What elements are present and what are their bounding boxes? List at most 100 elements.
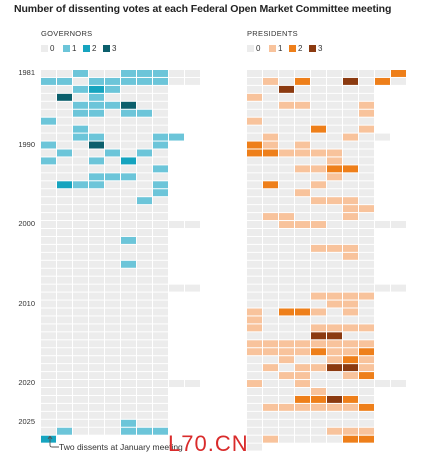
governors-cell-2008-1 (41, 284, 56, 292)
presidents-cell-1997-1 (247, 197, 262, 205)
governors-cell-2011-8 (153, 308, 168, 316)
presidents-cell-2022-2 (263, 395, 278, 403)
governors-cell-2002-7 (137, 236, 152, 244)
presidents-cell-1985-3 (279, 101, 294, 109)
presidents-cell-2025-5 (311, 419, 326, 427)
governors-cell-2007-1 (41, 276, 56, 284)
presidents-cell-2019-5 (311, 372, 326, 380)
governors-cell-2019-5 (105, 372, 120, 380)
presidents-cell-2004-4 (295, 252, 310, 260)
presidents-cell-2024-5 (311, 411, 326, 419)
governors-cell-1992-7 (137, 157, 152, 165)
governors-cell-2011-6 (121, 308, 136, 316)
governors-cell-2021-6 (121, 388, 136, 395)
governors-cell-2017-5 (105, 356, 120, 364)
governors-cell-1999-5 (105, 213, 120, 221)
governors-cell-1986-4 (89, 109, 104, 117)
presidents-cell-2006-5 (311, 268, 326, 276)
governors-cell-2011-7 (137, 308, 152, 316)
governors-cell-2025-3 (73, 419, 88, 427)
governors-cell-2024-7 (137, 411, 152, 419)
governors-cell-1988-6 (121, 125, 136, 133)
governors-cell-2020-7 (137, 380, 152, 387)
presidents-cell-1995-7 (343, 181, 358, 189)
governors-cell-2002-8 (153, 236, 168, 244)
governors-cell-1995-4 (89, 181, 104, 189)
governors-cell-1987-3 (73, 117, 88, 125)
governors-cell-2004-4 (89, 252, 104, 260)
governors-cell-2019-4 (89, 372, 104, 380)
presidents-cell-1986-3 (279, 109, 294, 117)
governors-cell-2003-1 (41, 244, 56, 252)
governors-cell-1996-5 (105, 189, 120, 197)
presidents-cell-1987-5 (311, 117, 326, 125)
presidents-cell-2008-3 (279, 284, 294, 292)
governors-cell-2006-3 (73, 268, 88, 276)
presidents-cell-2008-8 (359, 284, 374, 292)
governors-cell-2026-3 (73, 427, 88, 435)
presidents-cell-2006-6 (327, 268, 342, 276)
governors-cell-2010-6 (121, 300, 136, 308)
presidents-cell-1993-3 (279, 165, 294, 173)
presidents-cell-2023-4 (295, 403, 310, 411)
presidents-cell-1992-1 (247, 157, 262, 165)
governors-cell-2022-8 (153, 395, 168, 403)
presidents-cell-2000-5 (311, 221, 326, 228)
presidents-cell-2015-8 (359, 340, 374, 348)
governors-cell-2022-1 (41, 395, 56, 403)
governors-cell-2014-2 (57, 332, 72, 340)
governors-cell-2020-2 (57, 380, 72, 387)
presidents-cell-2015-5 (311, 340, 326, 348)
presidents-cell-2015-3 (279, 340, 294, 348)
presidents-cell-2002-3 (279, 236, 294, 244)
governors-cell-1994-2 (57, 173, 72, 181)
presidents-cell-1989-4 (295, 133, 310, 141)
presidents-cell-2022-6 (327, 395, 342, 403)
presidents-cell-1982-6 (327, 77, 342, 85)
governors-cell-2001-7 (137, 229, 152, 236)
governors-cell-1995-6 (121, 181, 136, 189)
governors-cell-2019-1 (41, 372, 56, 380)
governors-cell-2002-5 (105, 236, 120, 244)
presidents-cell-2013-8 (359, 324, 374, 332)
governors-cell-2018-8 (153, 364, 168, 372)
governors-cell-2015-8 (153, 340, 168, 348)
presidents-cell-1984-4 (295, 93, 310, 101)
governors-cell-1991-5 (105, 149, 120, 157)
governors-cell-1989-6 (121, 133, 136, 141)
governors-cell-2020-4 (89, 380, 104, 387)
governors-cell-1999-2 (57, 213, 72, 221)
governors-cell-1983-2 (57, 85, 72, 93)
governors-cell-1989-2 (57, 133, 72, 141)
governors-cell-2004-6 (121, 252, 136, 260)
governors-cell-2019-8 (153, 372, 168, 380)
governors-cell-2007-6 (121, 276, 136, 284)
presidents-cell-2009-1 (247, 292, 262, 300)
presidents-cell-1992-8 (359, 157, 374, 165)
governors-cell-2019-3 (73, 372, 88, 380)
governors-cell-2005-5 (105, 260, 120, 268)
presidents-cell-2005-3 (279, 260, 294, 268)
presidents-cell-1986-2 (263, 109, 278, 117)
governors-cell-1999-3 (73, 213, 88, 221)
governors-cell-1992-3 (73, 157, 88, 165)
presidents-cell-1994-4 (295, 173, 310, 181)
governors-cell-2022-4 (89, 395, 104, 403)
governors-cell-1989-7 (137, 133, 152, 141)
presidents-cell-2018-3 (279, 364, 294, 372)
presidents-cell-2000-3 (279, 221, 294, 228)
presidents-cell-2023-8 (359, 403, 374, 411)
presidents-cell-2003-8 (359, 244, 374, 252)
presidents-cell-1993-4 (295, 165, 310, 173)
governors-cell-1996-7 (137, 189, 152, 197)
governors-cell-2001-2 (57, 229, 72, 236)
governors-cell-2026-1 (41, 427, 56, 435)
presidents-cell-2026-8 (359, 427, 374, 435)
presidents-cell-2022-4 (295, 395, 310, 403)
presidents-cell-2002-4 (295, 236, 310, 244)
presidents-cell-1991-7 (343, 149, 358, 157)
governors-cell-1986-6 (121, 109, 136, 117)
governors-cell-1998-7 (137, 205, 152, 213)
governors-cell-2004-5 (105, 252, 120, 260)
governors-legend-swatch-0 (41, 45, 48, 52)
